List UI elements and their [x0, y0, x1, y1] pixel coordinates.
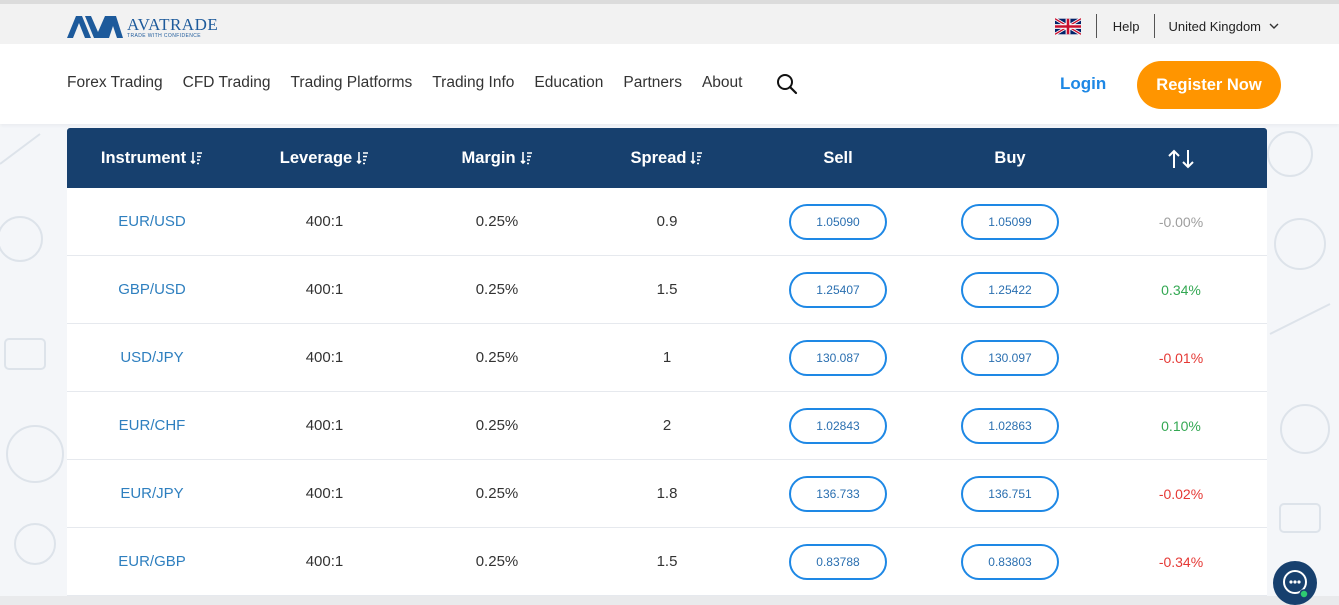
nav-item-about[interactable]: About — [701, 74, 743, 91]
chevron-down-icon — [1269, 23, 1279, 29]
leverage-cell: 400:1 — [305, 213, 344, 230]
logo-tagline: TRADE WITH CONFIDENCE — [127, 32, 201, 39]
country-label: United Kingdom — [1168, 18, 1262, 34]
table-header: Instrument Leverage Margin Spread Sell B… — [67, 128, 1267, 188]
sell-price-button[interactable]: 1.05090 — [789, 204, 887, 240]
buy-price-button[interactable]: 1.25422 — [961, 272, 1059, 308]
instrument-link[interactable]: EUR/GBP — [118, 553, 186, 570]
leverage-cell: 400:1 — [305, 485, 344, 502]
change-percent: -0.34% — [1158, 554, 1204, 570]
register-now-button[interactable]: Register Now — [1137, 61, 1281, 109]
spread-cell: 1.8 — [656, 485, 678, 502]
column-header-leverage[interactable]: Leverage — [267, 128, 382, 188]
top-utility-bar: AVATRADE TRADE WITH CONFIDENCE Help Unit… — [0, 0, 1339, 44]
nav-item-partners[interactable]: Partners — [623, 74, 682, 91]
nav-item-education[interactable]: Education — [534, 74, 604, 91]
margin-cell: 0.25% — [475, 417, 519, 434]
change-percent: -0.02% — [1158, 486, 1204, 502]
column-header-spread[interactable]: Spread — [612, 128, 722, 188]
nav-item-trading-info[interactable]: Trading Info — [432, 74, 515, 91]
change-percent: -0.00% — [1158, 214, 1204, 230]
instruments-table: Instrument Leverage Margin Spread Sell B… — [67, 128, 1267, 596]
leverage-cell: 400:1 — [305, 417, 344, 434]
column-header-buy: Buy — [994, 149, 1026, 167]
spread-cell: 1.5 — [656, 553, 678, 570]
table-row[interactable]: EUR/JPY 400:1 0.25% 1.8 136.733 136.751 -0.02% — [67, 460, 1267, 528]
search-icon[interactable] — [776, 73, 798, 95]
margin-cell: 0.25% — [475, 553, 519, 570]
avatrade-logo[interactable]: AVATRADE TRADE WITH CONFIDENCE — [67, 14, 218, 40]
sort-icon — [690, 152, 703, 165]
instrument-link[interactable]: GBP/USD — [118, 281, 186, 298]
bottom-strip — [0, 596, 1339, 605]
column-header-instrument[interactable]: Instrument — [87, 128, 217, 188]
table-row[interactable]: GBP/USD 400:1 0.25% 1.5 1.25407 1.25422 0.34% — [67, 256, 1267, 324]
help-link[interactable]: Help — [1112, 18, 1140, 34]
sell-price-button[interactable]: 130.087 — [789, 340, 887, 376]
buy-price-button[interactable]: 1.02863 — [961, 408, 1059, 444]
login-link[interactable]: Login — [1060, 74, 1107, 93]
instrument-link[interactable]: EUR/JPY — [120, 485, 184, 502]
leverage-cell: 400:1 — [305, 281, 344, 298]
leverage-cell: 400:1 — [305, 553, 344, 570]
table-row[interactable]: EUR/USD 400:1 0.25% 0.9 1.05090 1.05099 -0.00% — [67, 188, 1267, 256]
spread-cell: 2 — [662, 417, 672, 434]
logo-name: AVATRADE — [127, 14, 219, 34]
sort-icon — [519, 152, 532, 165]
background-pattern — [0, 131, 1331, 565]
buy-price-button[interactable]: 136.751 — [961, 476, 1059, 512]
column-header-change[interactable] — [1151, 128, 1211, 188]
column-header-sell: Sell — [823, 149, 853, 167]
margin-cell: 0.25% — [475, 349, 519, 366]
spread-cell: 1 — [662, 349, 672, 366]
avatrade-logo-mark — [67, 16, 123, 38]
country-selector[interactable]: United Kingdom — [1155, 19, 1280, 34]
divider — [1153, 14, 1155, 38]
main-navbar: Forex Trading CFD Trading Trading Platfo… — [0, 44, 1339, 124]
margin-cell: 0.25% — [475, 485, 519, 502]
change-percent: 0.34% — [1161, 282, 1201, 298]
change-percent: -0.01% — [1158, 350, 1204, 366]
sort-arrows-icon — [1168, 149, 1194, 169]
table-row[interactable]: EUR/GBP 400:1 0.25% 1.5 0.83788 0.83803 -0.34% — [67, 528, 1267, 596]
chat-button[interactable] — [1273, 561, 1317, 605]
instrument-link[interactable]: EUR/CHF — [118, 417, 186, 434]
sort-icon — [356, 152, 369, 165]
uk-flag-icon[interactable] — [1054, 17, 1081, 35]
spread-cell: 1.5 — [656, 281, 678, 298]
chat-icon — [1283, 570, 1309, 599]
divider — [1095, 14, 1097, 38]
sell-price-button[interactable]: 1.25407 — [789, 272, 887, 308]
margin-cell: 0.25% — [475, 213, 519, 230]
sell-price-button[interactable]: 136.733 — [789, 476, 887, 512]
sort-icon — [190, 152, 203, 165]
leverage-cell: 400:1 — [305, 349, 344, 366]
spread-cell: 0.9 — [656, 213, 678, 230]
change-percent: 0.10% — [1161, 418, 1201, 434]
instrument-link[interactable]: EUR/USD — [118, 213, 186, 230]
sell-price-button[interactable]: 0.83788 — [789, 544, 887, 580]
table-row[interactable]: EUR/CHF 400:1 0.25% 2 1.02843 1.02863 0.10% — [67, 392, 1267, 460]
column-header-margin[interactable]: Margin — [442, 128, 552, 188]
buy-price-button[interactable]: 1.05099 — [961, 204, 1059, 240]
nav-menu: Forex Trading CFD Trading Trading Platfo… — [67, 72, 798, 95]
buy-price-button[interactable]: 130.097 — [961, 340, 1059, 376]
sell-price-button[interactable]: 1.02843 — [789, 408, 887, 444]
buy-price-button[interactable]: 0.83803 — [961, 544, 1059, 580]
nav-item-trading-platforms[interactable]: Trading Platforms — [290, 74, 413, 91]
nav-item-cfd-trading[interactable]: CFD Trading — [182, 74, 271, 91]
table-row[interactable]: USD/JPY 400:1 0.25% 1 130.087 130.097 -0.01% — [67, 324, 1267, 392]
instrument-link[interactable]: USD/JPY — [120, 349, 184, 366]
margin-cell: 0.25% — [475, 281, 519, 298]
top-right-links: Help United Kingdom — [1054, 12, 1280, 40]
nav-item-forex-trading[interactable]: Forex Trading — [67, 74, 163, 91]
